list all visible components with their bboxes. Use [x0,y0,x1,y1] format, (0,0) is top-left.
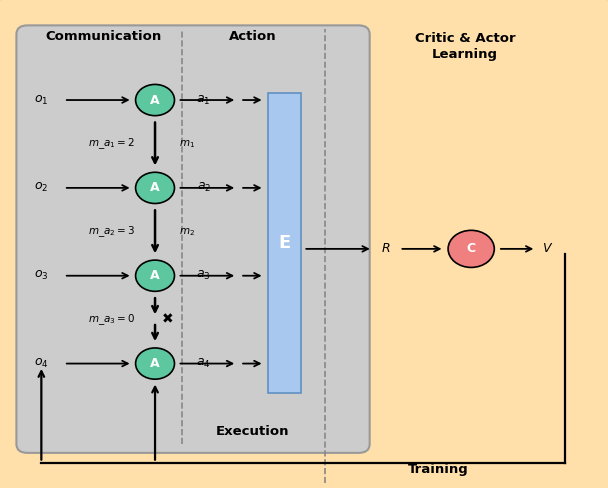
Circle shape [136,260,174,291]
Text: $m_1$: $m_1$ [179,138,195,150]
Text: ✖: ✖ [161,313,173,326]
Text: A: A [150,357,160,370]
Circle shape [448,230,494,267]
Circle shape [136,348,174,379]
Circle shape [136,84,174,116]
Text: A: A [150,269,160,282]
Text: $m\_a_2 = 3$: $m\_a_2 = 3$ [88,224,135,239]
Text: $o_1$: $o_1$ [34,94,49,106]
Text: $a_4$: $a_4$ [196,357,211,370]
Text: $V$: $V$ [542,243,553,255]
Bar [268,93,301,393]
Text: Execution: Execution [216,426,289,438]
Text: $m\_a_1 = 2$: $m\_a_1 = 2$ [88,137,135,151]
Text: $a_2$: $a_2$ [196,182,211,194]
Text: Communication: Communication [45,30,162,43]
Text: $a_1$: $a_1$ [196,94,211,106]
Text: $o_4$: $o_4$ [34,357,49,370]
Text: $R$: $R$ [381,243,391,255]
Text: $o_3$: $o_3$ [34,269,49,282]
Text: A: A [150,94,160,106]
Text: $m\_a_3 = 0$: $m\_a_3 = 0$ [88,312,135,327]
Text: C: C [466,243,476,255]
Text: $m_2$: $m_2$ [179,226,195,238]
FancyBboxPatch shape [16,25,370,453]
Text: Training: Training [407,463,468,476]
Text: A: A [150,182,160,194]
Text: E: E [278,234,291,252]
Text: $o_2$: $o_2$ [34,182,49,194]
Text: Action: Action [229,30,276,43]
Text: $a_3$: $a_3$ [196,269,211,282]
Circle shape [136,172,174,203]
Text: Critic & Actor
Learning: Critic & Actor Learning [415,32,516,61]
